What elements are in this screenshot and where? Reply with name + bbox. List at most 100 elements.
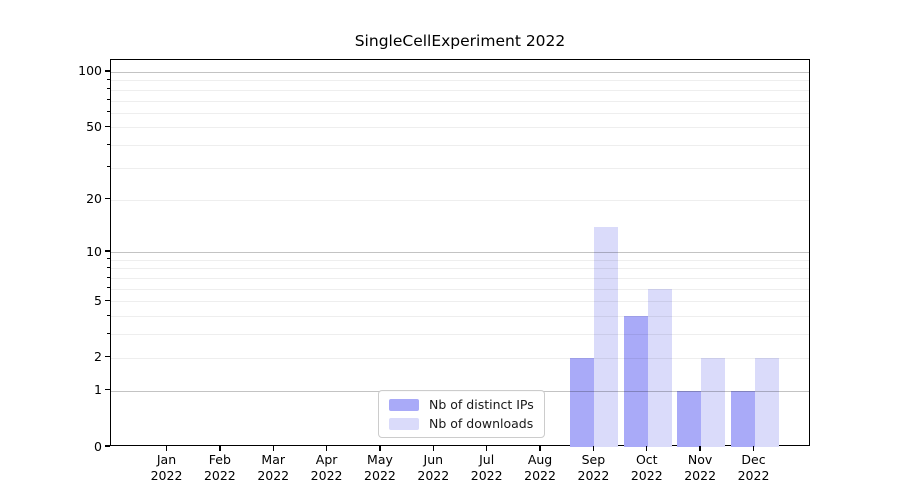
y-tick [105,299,110,302]
x-tick [432,446,434,451]
gridline-major [111,71,809,74]
legend-label-distinct-ips: Nb of distinct IPs [429,397,534,412]
y-tick-label: 5 [94,292,102,308]
x-tick-label-line: 2022 [577,467,610,483]
y-tick-label: 1 [94,382,102,398]
x-tick-label: Jan 2022 [135,452,199,483]
y-minor-tick [107,266,110,268]
x-tick [699,446,701,451]
x-tick [379,446,381,451]
x-tick-label: Feb 2022 [188,452,252,483]
legend-label-downloads: Nb of downloads [429,416,534,431]
y-minor-tick [107,258,110,260]
gridline-minor [111,127,809,129]
x-tick-label-line: Aug [527,452,553,467]
x-tick-label: Aug 2022 [508,452,572,483]
x-tick [272,446,274,451]
x-tick [219,446,221,451]
gridline-minor [111,334,809,336]
bar-distinct-ips [570,357,595,447]
bar-distinct-ips [623,316,648,447]
gridline-minor [111,167,809,169]
x-tick-label-line: Jan [156,452,177,467]
gridline-minor [111,278,809,279]
x-tick-label: Mar 2022 [241,452,305,483]
x-tick [752,446,755,451]
x-tick-label-line: 2022 [417,467,450,483]
bar-downloads [647,288,672,447]
gridline-minor [111,268,809,270]
gridline-minor [111,145,809,147]
gridline-minor [111,100,809,102]
x-tick [539,446,541,451]
y-minor-tick [107,287,110,289]
gridline-minor [111,112,809,114]
x-tick [325,446,328,451]
bar-downloads [754,357,779,447]
x-tick-label-line: Dec [741,452,766,467]
gridline-minor [111,80,809,82]
x-tick-label: Apr 2022 [295,452,359,483]
x-tick-label-line: Oct [635,452,658,467]
y-tick [105,445,110,447]
x-tick-label: May 2022 [348,452,412,483]
x-tick-label-line: 2022 [257,467,290,483]
bar-distinct-ips [677,390,702,447]
x-tick [165,446,168,451]
bars-layer [111,60,809,447]
y-tick [105,197,110,200]
gridline-minor [111,89,809,91]
y-minor-tick [107,332,110,334]
x-tick-label-line: Mar [261,452,286,467]
y-tick [105,70,110,72]
x-tick [592,446,595,451]
gridline-minor [111,199,809,201]
x-tick-label-line: Nov [687,452,713,467]
y-minor-tick [107,166,110,168]
y-tick-label: 0 [94,438,102,454]
gridline-minor [111,357,809,359]
x-tick-label-line: 2022 [684,467,717,483]
legend: Nb of distinct IPs Nb of downloads [378,390,545,438]
y-tick-label: 100 [78,63,102,79]
y-tick [105,356,110,358]
x-tick-label-line: 2022 [364,467,396,483]
y-minor-tick [107,143,110,145]
x-tick-label-line: 2022 [737,467,770,483]
x-tick-label-line: Jun [423,452,444,467]
gridline-minor [111,301,809,303]
x-tick-label-line: 2022 [150,467,183,483]
legend-swatch-distinct-ips-icon [389,398,419,411]
x-tick-label: Nov 2022 [668,452,732,483]
y-tick [105,125,110,128]
x-tick [485,446,488,451]
legend-swatch-downloads-icon [389,417,419,430]
y-minor-tick [107,99,110,101]
x-tick-label: Oct 2022 [615,452,679,483]
x-tick-label-line: Apr [315,452,338,467]
y-tick-label: 2 [94,349,102,365]
y-minor-tick [107,88,110,90]
x-tick-label-line: May [367,452,393,467]
chart-title: SingleCellExperiment 2022 [354,32,566,50]
y-tick-label: 50 [86,118,102,134]
bar-downloads [701,357,726,447]
gridline-minor [111,316,809,318]
y-tick [105,388,110,391]
plot-area [110,59,810,447]
gridline-major [111,252,809,254]
gridline-minor [111,288,809,290]
legend-item-downloads: Nb of downloads [389,416,534,431]
y-tick [105,250,110,252]
x-tick-label: Dec 2022 [722,452,786,483]
grid-layer [111,60,809,445]
bar-downloads [594,226,619,447]
y-minor-tick [107,78,110,80]
x-tick-label-line: 2022 [630,467,663,483]
x-tick-label: Jun 2022 [401,452,465,483]
y-minor-tick [107,276,110,278]
x-tick-label-line: Feb [208,452,231,467]
x-tick [646,446,648,451]
